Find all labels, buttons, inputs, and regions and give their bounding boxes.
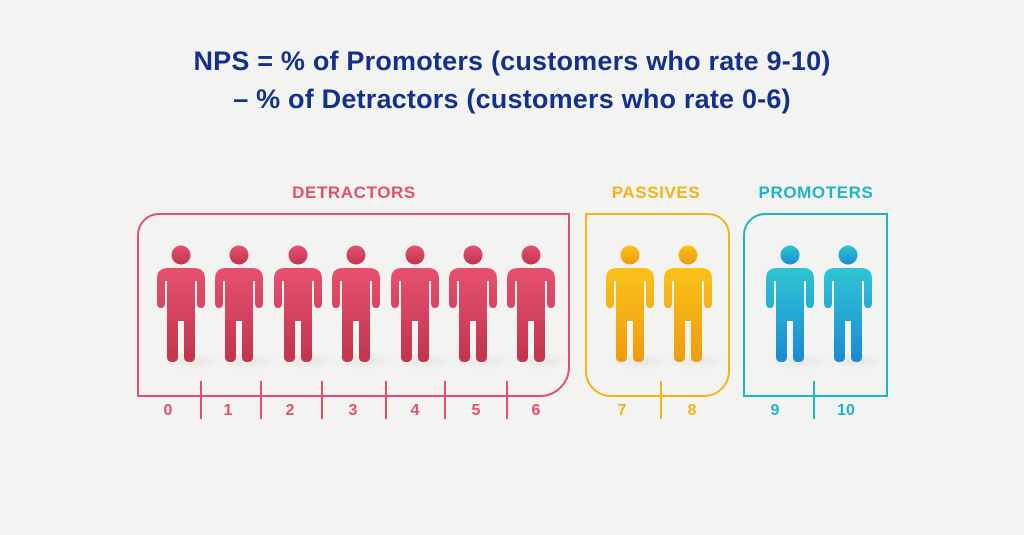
detractors-score-0: 0 bbox=[163, 402, 173, 419]
detractors-score-1: 1 bbox=[223, 402, 233, 419]
person-icon bbox=[662, 245, 714, 363]
detractors-score-4: 4 bbox=[410, 402, 420, 419]
passives-score-7: 7 bbox=[617, 402, 627, 419]
passives-label: PASSIVES bbox=[611, 183, 701, 202]
person-icon bbox=[604, 245, 656, 363]
formula-title: NPS = % of Promoters (customers who rate… bbox=[0, 42, 1024, 118]
detractors-tick bbox=[444, 381, 446, 419]
person-icon bbox=[505, 245, 557, 363]
detractors-tick bbox=[200, 381, 202, 419]
promoters-score-9: 9 bbox=[770, 402, 780, 419]
person-icon bbox=[213, 245, 265, 363]
detractors-tick bbox=[385, 381, 387, 419]
person-icon bbox=[822, 245, 874, 363]
person-icon bbox=[764, 245, 816, 363]
detractors-score-2: 2 bbox=[285, 402, 295, 419]
person-icon bbox=[155, 245, 207, 363]
person-icon bbox=[272, 245, 324, 363]
formula-line-1: NPS = % of Promoters (customers who rate… bbox=[193, 46, 831, 76]
person-icon bbox=[389, 245, 441, 363]
promoters-score-10: 10 bbox=[837, 402, 855, 419]
person-icon bbox=[330, 245, 382, 363]
promoters-box bbox=[743, 213, 888, 397]
detractors-score-6: 6 bbox=[531, 402, 541, 419]
detractors-tick bbox=[260, 381, 262, 419]
promoters-label: PROMOTERS bbox=[758, 183, 874, 202]
passives-tick bbox=[660, 381, 662, 419]
promoters-tick bbox=[813, 381, 815, 419]
detractors-score-5: 5 bbox=[471, 402, 481, 419]
passives-score-8: 8 bbox=[687, 402, 697, 419]
person-icon bbox=[447, 245, 499, 363]
detractors-box bbox=[137, 213, 570, 397]
passives-box bbox=[585, 213, 730, 397]
formula-line-2: – % of Detractors (customers who rate 0-… bbox=[233, 84, 791, 114]
detractors-label: DETRACTORS bbox=[292, 183, 416, 202]
detractors-tick bbox=[321, 381, 323, 419]
detractors-tick bbox=[506, 381, 508, 419]
detractors-score-3: 3 bbox=[348, 402, 358, 419]
